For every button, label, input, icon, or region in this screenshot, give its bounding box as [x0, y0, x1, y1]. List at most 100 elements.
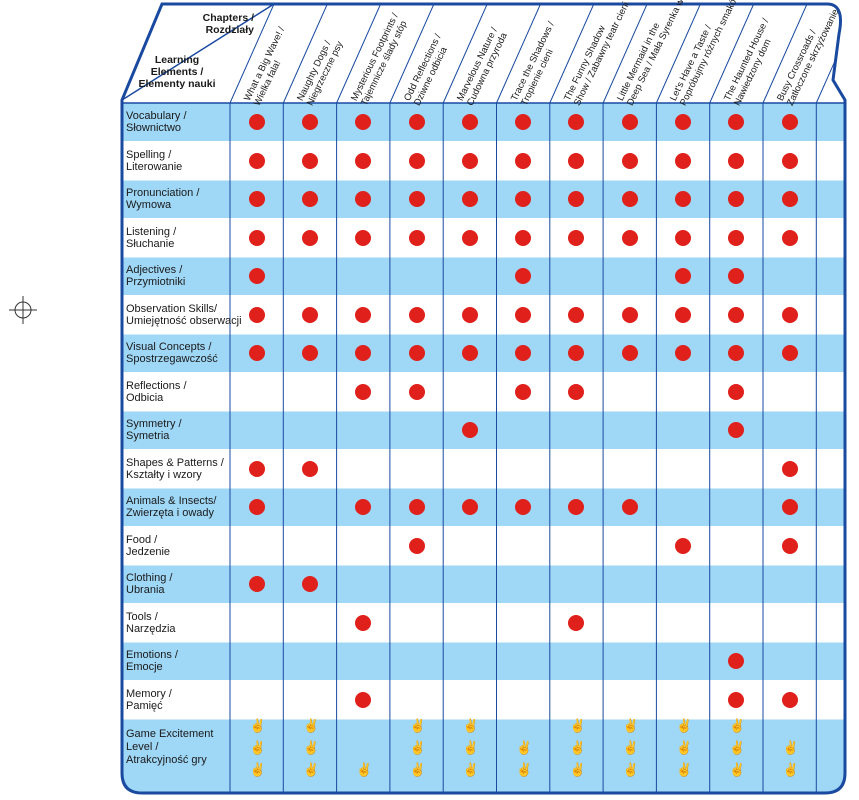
learning-element-label: Clothing / Ubrania: [126, 565, 230, 604]
outer-frame: [120, 2, 847, 795]
red-dot-marker: [461, 114, 478, 131]
header-divider: [229, 4, 275, 104]
thumbs-up-icon: ✌: [356, 762, 373, 777]
red-dot-marker: [728, 114, 745, 131]
thumbs-up-icon: ✌: [409, 762, 426, 777]
red-dot-marker: [461, 229, 478, 246]
red-dot-marker: [248, 499, 265, 516]
red-dot-marker: [515, 345, 532, 362]
red-dot-marker: [568, 383, 585, 400]
red-dot-marker: [675, 306, 692, 323]
thumbs-up-icon: ✌: [676, 762, 693, 777]
learning-elements-header: Learning Elements / Elementy nauki: [132, 54, 222, 90]
row-label-label2: Kształty i wzory: [126, 468, 202, 481]
red-dot-marker: [568, 345, 585, 362]
red-dot-marker: [515, 229, 532, 246]
red-dot-marker: [248, 268, 265, 285]
red-dot-marker: [621, 114, 638, 131]
row-band: [122, 449, 845, 488]
row-label-label2: Przymiotniki: [126, 276, 186, 289]
learning-header-line3: Elementy nauki: [138, 78, 216, 90]
red-dot-marker: [408, 383, 425, 400]
red-dot-marker: [675, 268, 692, 285]
red-dot-marker: [408, 191, 425, 208]
red-dot-marker: [461, 152, 478, 169]
thumbs-up-stack: ✌ ✌ ✌: [250, 715, 266, 781]
thumbs-up-icon: ✌: [729, 762, 746, 777]
row-band: [122, 526, 845, 565]
red-dot-marker: [568, 114, 585, 131]
row-band: [122, 372, 845, 411]
red-dot-marker: [355, 114, 372, 131]
red-dot-marker: [781, 191, 798, 208]
red-dot-marker: [515, 114, 532, 131]
red-dot-marker: [248, 191, 265, 208]
thumbs-up-icon: ✌: [302, 718, 320, 733]
thumbs-up-icon: ✌: [516, 762, 533, 777]
red-dot-marker: [728, 422, 745, 439]
row-label-label1: Reflections /: [126, 379, 187, 392]
chapters-header: Chapters / Rozdziały: [170, 12, 254, 36]
thumbs-up-stack: ✌ ✌: [782, 737, 799, 781]
thumbs-up-icon: ✌: [782, 740, 799, 755]
red-dot-marker: [248, 152, 265, 169]
row-band: [122, 218, 845, 257]
red-dot-marker: [781, 537, 798, 554]
red-dot-marker: [568, 229, 585, 246]
red-dot-marker: [248, 345, 265, 362]
red-dot-marker: [355, 345, 372, 362]
thumbs-up-icon: ✌: [462, 762, 480, 777]
thumbs-up-icon: ✌: [569, 762, 586, 777]
red-dot-marker: [461, 191, 478, 208]
red-dot-marker: [355, 191, 372, 208]
row-band: [122, 257, 845, 296]
red-dot-marker: [248, 460, 265, 477]
thumbs-up-stack: ✌ ✌ ✌: [729, 715, 746, 781]
red-dot-marker: [461, 306, 478, 323]
red-dot-marker: [728, 306, 745, 323]
red-dot-marker: [301, 229, 318, 246]
learning-element-label: Emotions / Emocje: [126, 642, 230, 681]
thumbs-up-icon: ✌: [302, 740, 320, 755]
thumbs-up-icon: ✌: [569, 718, 586, 733]
red-dot-marker: [781, 691, 798, 708]
row-band: [122, 680, 845, 719]
thumbs-up-icon: ✌: [729, 718, 746, 733]
red-dot-marker: [408, 499, 425, 516]
red-dot-marker: [728, 691, 745, 708]
row-label-label2: Umiejętność obserwacji: [126, 314, 242, 327]
row-label-label2: Słownictwo: [126, 122, 182, 135]
red-dot-marker: [621, 191, 638, 208]
red-dot-marker: [675, 229, 692, 246]
row-label-label2: Emocje: [126, 661, 163, 674]
red-dot-marker: [301, 460, 318, 477]
game-label-line1: Game Excitement: [126, 728, 214, 740]
red-dot-marker: [355, 691, 372, 708]
header-divider: [655, 4, 701, 104]
red-dot-marker: [675, 114, 692, 131]
red-dot-marker: [408, 152, 425, 169]
header-divider: [496, 4, 541, 104]
red-dot-marker: [728, 653, 745, 670]
row-label-label2: Zwierzęta i owady: [126, 507, 215, 520]
red-dot-marker: [675, 191, 692, 208]
row-label-label1: Visual Concepts /: [126, 341, 212, 354]
red-dot-marker: [461, 345, 478, 362]
red-dot-marker: [728, 191, 745, 208]
header-divider: [549, 4, 595, 104]
red-dot-marker: [408, 114, 425, 131]
learning-element-label: Spelling / Literowanie: [126, 142, 230, 181]
learning-element-label: Observation Skills/Umiejętność obserwacj…: [126, 296, 242, 335]
thumbs-up-icon: ✌: [409, 740, 426, 755]
learning-element-label: Reflections / Odbicia: [126, 373, 230, 412]
header-divider: [282, 4, 328, 104]
red-dot-marker: [408, 345, 425, 362]
header-divider: [442, 4, 488, 104]
red-dot-marker: [728, 152, 745, 169]
row-label-label1: Pronunciation /: [126, 187, 200, 200]
row-label-label2: Pamięć: [126, 699, 163, 712]
red-dot-marker: [301, 306, 318, 323]
learning-element-label: Listening / Słuchanie: [126, 219, 230, 258]
red-dot-marker: [248, 229, 265, 246]
